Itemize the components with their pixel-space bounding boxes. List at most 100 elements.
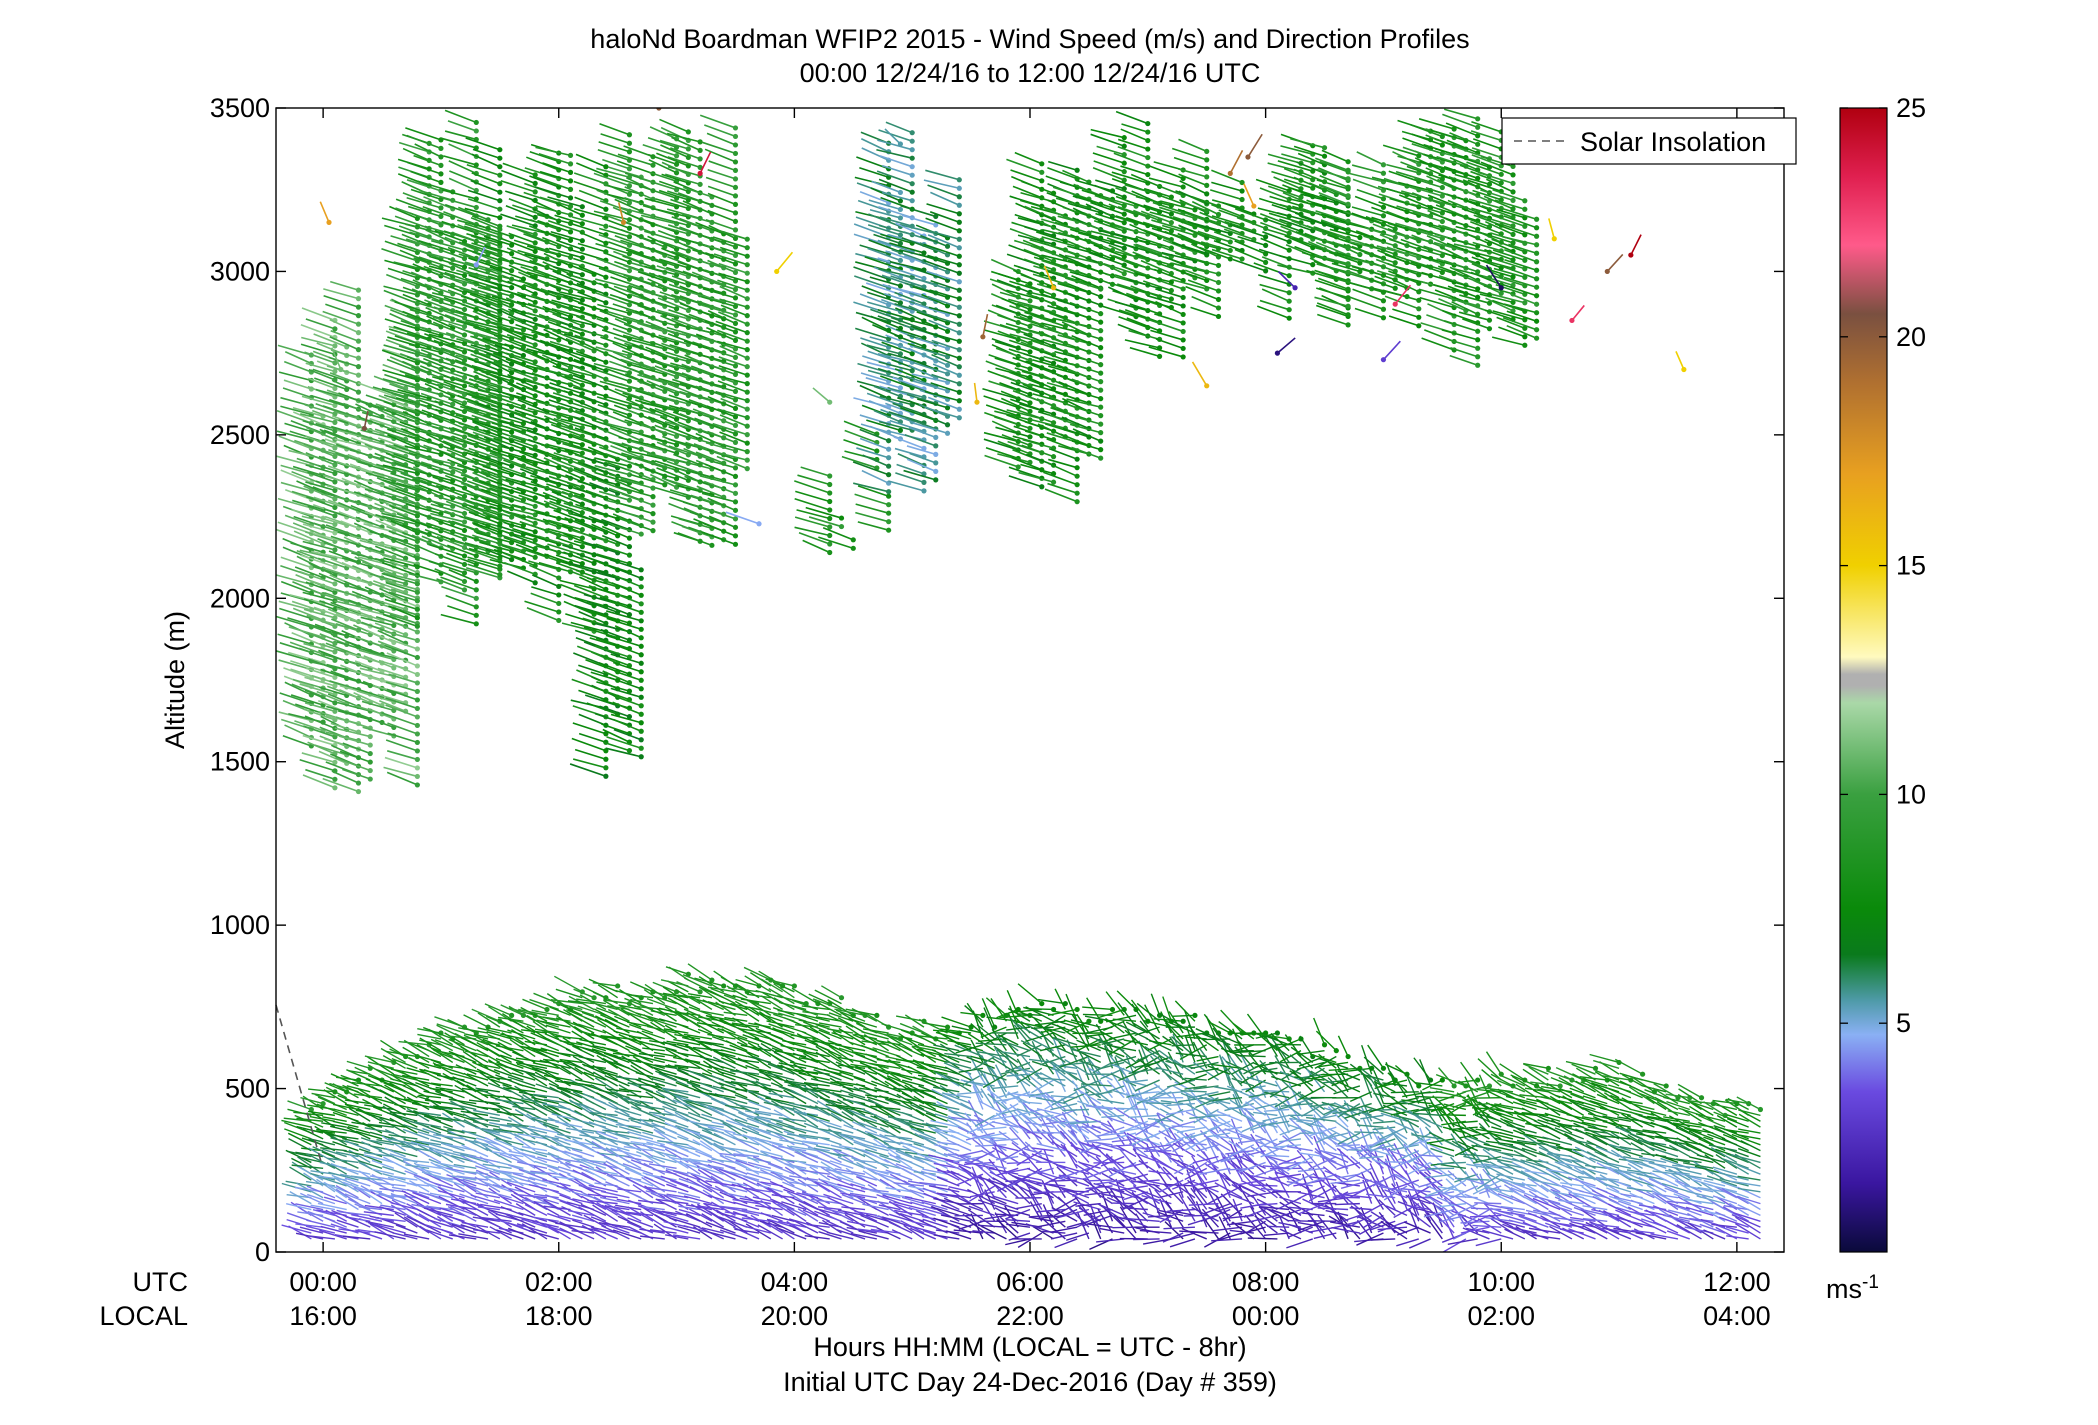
wind-barb: [398, 225, 430, 238]
wind-barb-dot: [626, 166, 633, 172]
wind-barb: [384, 644, 418, 659]
wind-barb: [319, 428, 347, 442]
wind-barb-dot: [461, 306, 468, 313]
wind-barb-dot: [1145, 129, 1151, 135]
wind-barb: [303, 598, 336, 611]
wind-barb: [283, 667, 312, 679]
wind-barb: [406, 332, 442, 345]
wind-barb: [352, 687, 383, 698]
wind-barb: [385, 581, 418, 594]
wind-barb: [282, 734, 312, 747]
wind-barb: [396, 482, 430, 493]
wind-barb-dot: [579, 246, 585, 252]
wind-barb-dot: [626, 463, 633, 469]
wind-barb: [412, 279, 442, 294]
wind-barb-dot: [497, 189, 503, 195]
wind-barb: [302, 419, 336, 432]
wind-barb: [314, 515, 347, 527]
wind-barb: [346, 585, 383, 596]
wind-barb: [330, 601, 359, 614]
wind-barb-dot: [1121, 135, 1127, 141]
wind-barb: [329, 336, 359, 351]
wind-barb: [390, 619, 418, 633]
wind-barb: [412, 478, 442, 490]
wind-barb: [276, 615, 312, 628]
wind-barb-dot: [732, 524, 739, 530]
wind-barb: [343, 489, 371, 500]
wind-barb: [408, 572, 442, 583]
wind-barb-dot: [579, 238, 585, 244]
wind-barb: [381, 248, 418, 262]
wind-barb-dot: [497, 172, 503, 178]
wind-barb-dot: [414, 470, 420, 476]
wind-barb: [401, 233, 430, 247]
wind-barb: [377, 629, 406, 644]
wind-barb: [313, 496, 347, 510]
wind-barb-dot: [838, 515, 845, 521]
wind-barb-dot: [461, 519, 468, 525]
wind-barb: [358, 416, 395, 431]
wind-barb-dot: [732, 507, 739, 513]
wind-barb-dot: [355, 321, 362, 327]
wind-barb-dot: [332, 640, 338, 646]
wind-barb-dot: [732, 354, 739, 360]
wind-barb: [334, 495, 371, 508]
wind-barb-dot: [956, 177, 962, 183]
wind-barb-dot: [626, 234, 633, 240]
wind-barb: [361, 578, 395, 593]
wind-barb-dot: [1098, 396, 1104, 402]
wind-barb-dot: [638, 652, 644, 658]
wind-barb: [374, 545, 406, 559]
wind-barb-dot: [414, 756, 420, 763]
wind-barb-dot: [332, 487, 338, 493]
wind-barb: [291, 631, 324, 647]
wind-barb: [278, 711, 312, 722]
wind-barb: [376, 608, 406, 619]
wind-barb: [414, 492, 442, 507]
wind-barb: [301, 336, 336, 347]
wind-barb-dot: [1180, 345, 1186, 352]
wind-barb: [284, 351, 312, 365]
wind-barb-dot: [532, 189, 538, 195]
wind-barb: [305, 768, 336, 781]
wind-barb-dot: [732, 541, 739, 547]
wind-barb: [283, 379, 312, 390]
chart-title: haloNd Boardman WFIP2 2015 - Wind Speed …: [590, 24, 1469, 54]
wind-barb-dot: [956, 253, 962, 259]
wind-barb: [301, 515, 336, 526]
wind-barb-dot: [827, 507, 833, 513]
wind-barb: [390, 588, 418, 599]
wind-barb-dot: [933, 477, 939, 483]
wind-barb-dot: [638, 711, 644, 717]
wind-barb-dot: [626, 748, 633, 754]
wind-barb-dot: [732, 227, 739, 233]
wind-barb: [359, 713, 395, 729]
wind-barb: [292, 411, 324, 426]
wind-barb-dot: [332, 708, 338, 714]
wind-barb-dot: [685, 146, 691, 152]
wind-barb: [322, 310, 359, 325]
wind-barb-dot: [1074, 456, 1080, 462]
wind-barb-dot: [626, 327, 633, 333]
wind-barb-dot: [909, 147, 915, 153]
wind-barb: [335, 716, 371, 729]
wind-barb-dot: [744, 355, 750, 361]
wind-barb: [296, 480, 324, 494]
wind-barb: [381, 572, 418, 585]
wind-barb: [395, 198, 430, 213]
wind-barb-dot: [414, 646, 420, 652]
wind-barb-dot: [414, 663, 420, 669]
wind-barb-dot: [603, 274, 609, 280]
wind-barb-dot: [732, 329, 739, 335]
wind-barb-dot: [332, 479, 338, 485]
wind-barb-dot: [556, 575, 562, 581]
wind-barb: [341, 561, 371, 576]
wind-barb: [301, 395, 336, 407]
wind-barb: [339, 689, 371, 704]
wind-barb: [276, 528, 312, 543]
wind-barb: [383, 571, 418, 582]
wind-barb-dot: [744, 381, 750, 387]
wind-barb-dot: [332, 615, 338, 621]
wind-barb-dot: [532, 316, 538, 322]
